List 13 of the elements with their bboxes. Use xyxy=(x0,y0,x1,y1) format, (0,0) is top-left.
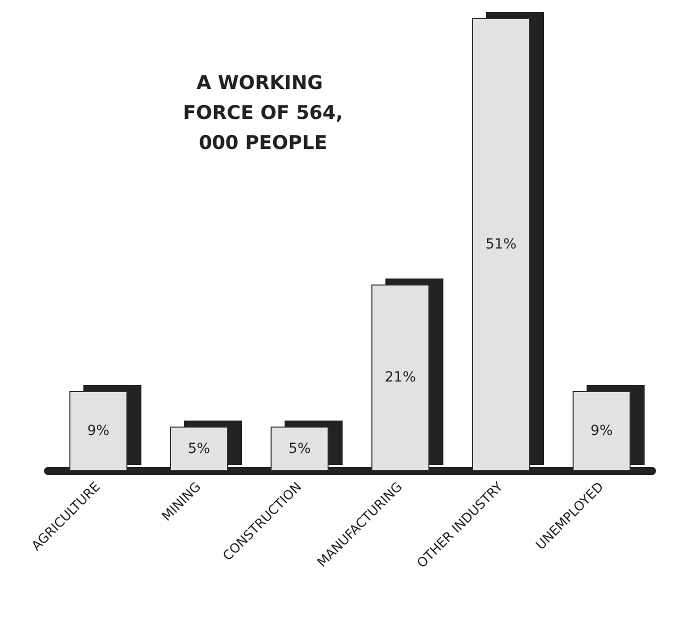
data-label: 5% xyxy=(188,440,210,457)
bar xyxy=(572,391,631,471)
bar xyxy=(69,391,128,471)
data-label: 9% xyxy=(87,423,110,440)
data-label: 5% xyxy=(288,440,311,457)
bar xyxy=(472,18,530,471)
data-label: 51% xyxy=(485,236,517,252)
bar xyxy=(270,426,329,471)
bar xyxy=(371,284,430,471)
text: A WORKING FORCE OF 564,000 PEOPLE xyxy=(183,72,343,154)
bar xyxy=(170,426,228,471)
data-label: 9% xyxy=(590,423,613,440)
data-label: 21% xyxy=(384,370,416,386)
